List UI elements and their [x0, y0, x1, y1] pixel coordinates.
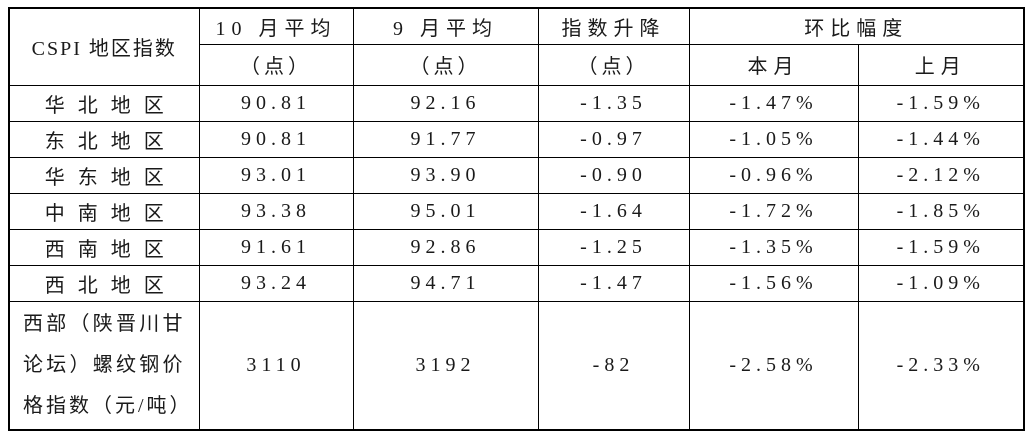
- last-month-cell: -2.33%: [857, 300, 1025, 431]
- header-row-titles: CSPI 地区指数 10 月平均 9 月平均 指数升降 环比幅度: [8, 7, 1025, 86]
- region-label-cell: 华东地区: [8, 156, 200, 194]
- table-row-west-rebar-price-index: 西部（陕晋川甘论坛）螺纹钢价格指数（元/吨） 3110 3192 -82 -2.…: [8, 300, 1025, 431]
- oct-average-cell: 93.01: [198, 156, 354, 194]
- this-month-cell: -1.47%: [688, 84, 859, 122]
- sep-average-cell: 92.16: [352, 84, 539, 122]
- last-month-header: 上月: [857, 43, 1025, 86]
- this-month-cell: -0.96%: [688, 156, 859, 194]
- this-month-header: 本月: [688, 43, 859, 86]
- sep-average-cell: 3192: [352, 300, 539, 431]
- index-change-cell: -0.90: [537, 156, 690, 194]
- last-month-cell: -1.85%: [857, 192, 1025, 230]
- this-month-cell: -1.35%: [688, 228, 859, 266]
- last-month-cell: -1.59%: [857, 228, 1025, 266]
- last-month-cell: -1.09%: [857, 264, 1025, 302]
- this-month-cell: -1.56%: [688, 264, 859, 302]
- sep-average-cell: 94.71: [352, 264, 539, 302]
- oct-average-cell: 91.61: [198, 228, 354, 266]
- table-row-northeast: 东北地区 90.81 91.77 -0.97 -1.05% -1.44%: [8, 120, 1025, 158]
- sep-average-unit: （点）: [352, 43, 539, 86]
- table-row-northwest: 西北地区 93.24 94.71 -1.47 -1.56% -1.09%: [8, 264, 1025, 302]
- table-row-north-china: 华北地区 90.81 92.16 -1.35 -1.47% -1.59%: [8, 84, 1025, 122]
- corner-header-cell: CSPI 地区指数: [8, 7, 200, 86]
- table-row-southwest: 西南地区 91.61 92.86 -1.25 -1.35% -1.59%: [8, 228, 1025, 266]
- oct-average-cell: 93.24: [198, 264, 354, 302]
- region-label-cell: 中南地区: [8, 192, 200, 230]
- region-label-cell: 西部（陕晋川甘论坛）螺纹钢价格指数（元/吨）: [8, 300, 200, 431]
- sep-average-cell: 95.01: [352, 192, 539, 230]
- region-label-cell: 西南地区: [8, 228, 200, 266]
- this-month-cell: -2.58%: [688, 300, 859, 431]
- this-month-cell: -1.72%: [688, 192, 859, 230]
- oct-average-cell: 90.81: [198, 84, 354, 122]
- last-month-cell: -2.12%: [857, 156, 1025, 194]
- region-label-cell: 东北地区: [8, 120, 200, 158]
- index-change-cell: -1.25: [537, 228, 690, 266]
- index-change-header: 指数升降: [537, 7, 690, 45]
- sep-average-header: 9 月平均: [352, 7, 539, 45]
- index-change-cell: -1.64: [537, 192, 690, 230]
- last-month-cell: -1.59%: [857, 84, 1025, 122]
- region-label-cell: 华北地区: [8, 84, 200, 122]
- index-change-cell: -0.97: [537, 120, 690, 158]
- region-label-cell: 西北地区: [8, 264, 200, 302]
- cspi-region-index-table: CSPI 地区指数 10 月平均 9 月平均 指数升降 环比幅度 （点） （点）…: [8, 7, 1025, 431]
- index-change-cell: -82: [537, 300, 690, 431]
- oct-average-header: 10 月平均: [198, 7, 354, 45]
- oct-average-unit: （点）: [198, 43, 354, 86]
- index-change-cell: -1.35: [537, 84, 690, 122]
- sep-average-cell: 92.86: [352, 228, 539, 266]
- last-month-cell: -1.44%: [857, 120, 1025, 158]
- mom-range-group-header: 环比幅度: [688, 7, 1025, 45]
- sep-average-cell: 93.90: [352, 156, 539, 194]
- index-change-cell: -1.47: [537, 264, 690, 302]
- oct-average-cell: 93.38: [198, 192, 354, 230]
- oct-average-cell: 90.81: [198, 120, 354, 158]
- sep-average-cell: 91.77: [352, 120, 539, 158]
- table-row-central-south: 中南地区 93.38 95.01 -1.64 -1.72% -1.85%: [8, 192, 1025, 230]
- table-row-east-china: 华东地区 93.01 93.90 -0.90 -0.96% -2.12%: [8, 156, 1025, 194]
- header-row-units: （点） （点） （点） 本月 上月: [9, 43, 1025, 86]
- this-month-cell: -1.05%: [688, 120, 859, 158]
- oct-average-cell: 3110: [198, 300, 354, 431]
- index-change-unit: （点）: [537, 43, 690, 86]
